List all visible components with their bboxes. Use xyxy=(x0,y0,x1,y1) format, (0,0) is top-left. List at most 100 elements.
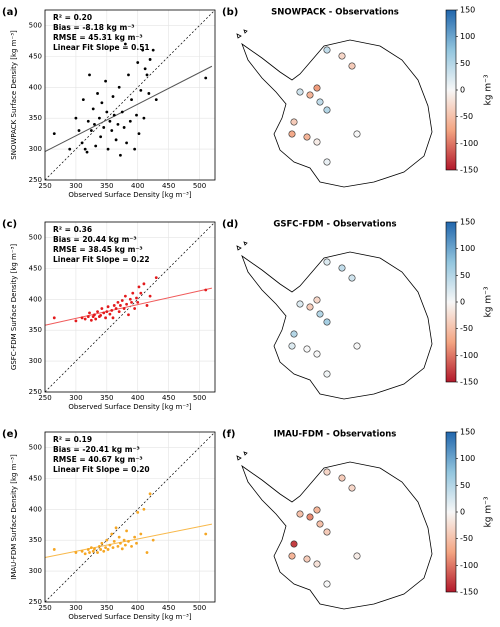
site-marker xyxy=(316,310,324,318)
colorbar-tick-label: 50 xyxy=(460,271,470,280)
scatter-point xyxy=(142,507,146,511)
scatter-point xyxy=(139,532,143,536)
site-marker xyxy=(323,106,331,114)
panel-label: (b) xyxy=(222,7,238,18)
site-marker xyxy=(313,350,321,358)
scatter-point xyxy=(89,546,93,549)
scatter-point xyxy=(127,313,130,317)
scatter-point xyxy=(120,547,124,551)
site-marker xyxy=(353,130,361,138)
scatter-point xyxy=(102,311,106,315)
y-tick-label: 400 xyxy=(29,505,42,513)
scatter-point xyxy=(96,551,99,554)
plot-frame xyxy=(44,9,216,181)
scatter-point xyxy=(93,547,96,551)
scatter-point xyxy=(108,312,112,316)
colorbar xyxy=(445,221,457,383)
scatter-point xyxy=(120,299,124,302)
x-tick-label: 350 xyxy=(100,604,113,612)
scatter-point xyxy=(96,92,99,95)
y-tick-label: 350 xyxy=(29,326,42,334)
colorbar-tick-label: -150 xyxy=(460,588,478,597)
scatter-point xyxy=(105,110,109,114)
map-title: SNOWPACK - Observations xyxy=(271,8,399,18)
x-tick-label: 300 xyxy=(69,604,82,612)
scatter-point xyxy=(136,510,140,514)
scatter-point xyxy=(128,119,132,123)
scatter-point xyxy=(127,540,130,543)
scatter-point xyxy=(98,544,101,548)
scatter-point xyxy=(204,76,208,80)
scatter-point xyxy=(119,541,122,545)
scatter-point xyxy=(142,116,146,120)
panel-label: (f) xyxy=(222,429,236,440)
x-axis-label: Observed Surface Density [kg m⁻³] xyxy=(68,191,191,199)
site-marker xyxy=(348,274,356,282)
scatter-point xyxy=(127,73,130,77)
x-tick-label: 500 xyxy=(193,394,206,402)
colorbar-tick-label: -100 xyxy=(460,139,478,148)
annotation: Linear Fit Slope = 0.20 xyxy=(53,465,150,474)
annotation: RMSE = 40.67 kg m⁻³ xyxy=(53,455,143,464)
site-marker xyxy=(323,158,331,166)
scatter-point xyxy=(83,552,87,556)
scatter-point xyxy=(122,307,126,310)
scatter-point xyxy=(130,300,133,304)
y-tick-label: 450 xyxy=(29,474,42,482)
site-marker xyxy=(303,345,311,353)
y-tick-label: 500 xyxy=(29,443,42,451)
y-axis-label: SNOWPACK Surface Density [kg m⁻³] xyxy=(10,30,18,160)
scatter-point xyxy=(123,42,127,46)
y-tick-label: 400 xyxy=(29,83,42,91)
scatter-point xyxy=(148,492,152,496)
site-marker xyxy=(313,296,321,304)
annotation: R² = 0.20 xyxy=(53,13,92,22)
scatter-point xyxy=(111,546,115,549)
x-tick-label: 400 xyxy=(131,182,144,190)
x-tick-label: 400 xyxy=(131,394,144,402)
scatter-point xyxy=(83,317,87,321)
colorbar-tick-label: 100 xyxy=(460,244,475,253)
scatter-point xyxy=(145,304,149,307)
fit-line xyxy=(44,287,213,326)
colorbar xyxy=(445,9,457,171)
scatter-point xyxy=(119,304,122,307)
site-marker xyxy=(348,62,356,70)
scatter-point xyxy=(111,316,115,320)
colorbar-label: kg m⁻³ xyxy=(484,286,494,317)
colorbar-tick-label: 100 xyxy=(460,454,475,463)
y-tick-label: 250 xyxy=(29,176,42,184)
site-marker xyxy=(290,540,298,548)
site-marker xyxy=(323,580,331,588)
one-to-one-line xyxy=(44,431,216,603)
scatter-point xyxy=(135,541,138,545)
colorbar-tick-label: -50 xyxy=(460,324,473,333)
site-marker xyxy=(306,303,314,311)
scatter-point xyxy=(145,73,149,77)
colorbar-tick-label: 100 xyxy=(460,32,475,41)
scatter-point xyxy=(88,551,91,554)
site-marker xyxy=(288,552,296,560)
scatter-point xyxy=(114,138,118,142)
scatter-point xyxy=(81,98,85,102)
scatter-point xyxy=(86,315,90,318)
x-tick-label: 250 xyxy=(38,604,51,612)
colorbar-tick-label: 150 xyxy=(460,6,475,15)
scatter-point xyxy=(148,294,152,298)
scatter-point xyxy=(136,61,140,64)
scatter-point xyxy=(52,132,56,136)
scatter-point xyxy=(112,113,116,117)
scatter-point xyxy=(86,548,90,551)
y-tick-label: 300 xyxy=(29,357,42,365)
y-tick-label: 350 xyxy=(29,536,42,544)
site-marker xyxy=(323,318,331,326)
scatter-point xyxy=(125,302,128,306)
y-tick-label: 400 xyxy=(29,295,42,303)
scatter-point xyxy=(123,294,127,298)
scatter-point xyxy=(74,116,78,120)
panel-label: (d) xyxy=(222,219,238,230)
map-title: GSFC-FDM - Observations xyxy=(273,220,396,230)
scatter-point xyxy=(100,541,104,545)
scatter-point xyxy=(117,310,121,314)
scatter-point xyxy=(105,538,109,542)
